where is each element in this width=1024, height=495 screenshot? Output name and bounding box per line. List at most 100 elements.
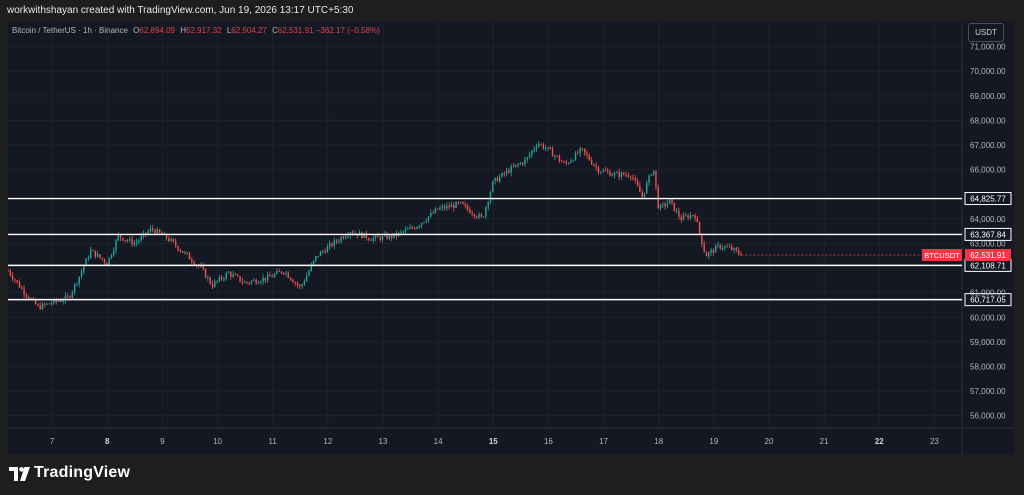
candle-body (453, 204, 455, 208)
candle-body (333, 240, 335, 247)
candle-body (563, 161, 565, 163)
candle-body (714, 245, 717, 253)
candle-body (363, 232, 365, 238)
candle-body (239, 276, 241, 282)
high-value: 62,917.32 (186, 26, 222, 35)
candle-body (312, 260, 315, 265)
candle-body (184, 252, 186, 254)
horizontal-levels[interactable]: 64,825.77 63,367.84 62,108.71 60,717.05 (8, 192, 1012, 307)
price-axis[interactable]: 71,000.00 70,000.00 69,000.00 68,000.00 67,0… (970, 43, 1006, 421)
candle-body (262, 277, 264, 282)
candlestick-chart[interactable]: 64,825.77 63,367.84 62,108.71 60,717.05 71,… (8, 22, 1014, 454)
candle-body (156, 229, 159, 234)
candle-body (556, 155, 558, 157)
footer-bar: TradingView (0, 455, 1024, 495)
candle-body (101, 257, 103, 260)
candle-body (505, 170, 508, 174)
symbol-title[interactable]: Bitcoin / TetherUS · 1h · Binance (12, 26, 128, 35)
candle-body (152, 228, 154, 230)
candle-body (577, 152, 579, 154)
candle-body (335, 240, 338, 242)
x-tick-label: 8 (105, 437, 110, 446)
x-tick-label: 15 (489, 437, 498, 446)
candle-body (92, 249, 94, 251)
attribution-text: workwithshayan created with TradingView.… (7, 5, 354, 16)
candle-body (172, 238, 175, 242)
chart-panel[interactable]: 64,825.77 63,367.84 62,108.71 60,717.05 71,… (8, 22, 1014, 454)
candle-body (170, 238, 172, 241)
candle-body (581, 148, 584, 150)
candle-body (446, 205, 448, 209)
candle-body (73, 284, 76, 292)
candle-body (652, 170, 655, 175)
candle-body (391, 234, 393, 238)
y-tick-label: 56,000.00 (970, 412, 1006, 421)
candle-body (685, 215, 687, 217)
candle-body (241, 281, 244, 283)
candle-body (586, 152, 588, 156)
candle-body (319, 251, 322, 257)
tradingview-logo-icon[interactable] (9, 467, 31, 481)
candle-body (466, 205, 469, 210)
candle-body (620, 172, 623, 177)
candle-body (402, 231, 404, 233)
candle-body (574, 152, 577, 161)
candle-body (570, 160, 572, 164)
candle-body (50, 303, 53, 305)
y-tick-label: 58,000.00 (970, 362, 1006, 371)
candle-body (37, 304, 39, 306)
candle-body (496, 177, 499, 182)
candle-body (666, 203, 669, 207)
x-tick-label: 22 (875, 437, 884, 446)
x-tick-label: 9 (160, 437, 165, 446)
candle-body (606, 170, 609, 172)
level-label: 62,108.71 (970, 261, 1006, 270)
candle-body (133, 243, 136, 245)
level-label-box (964, 192, 1012, 206)
level-label: 63,367.84 (970, 230, 1006, 239)
candle-body (177, 245, 179, 251)
candle-body (175, 241, 177, 246)
candle-body (650, 174, 653, 176)
time-axis[interactable]: 7 8 9 10 11 12 13 14 15 16 17 18 19 20 21 22 23 (50, 437, 940, 446)
candle-body (112, 250, 115, 256)
open-value: 62,894.09 (139, 26, 175, 35)
candle-body (728, 246, 731, 248)
candle-body (377, 235, 379, 237)
candle-body (145, 232, 147, 234)
currency-button[interactable]: USDT (968, 23, 1004, 42)
candle-body (204, 269, 207, 278)
candle-body (246, 281, 248, 283)
candle-body (501, 172, 503, 177)
candle-body (278, 270, 280, 272)
y-tick-label: 70,000.00 (970, 67, 1006, 76)
candle-body (671, 199, 673, 203)
candle-body (521, 162, 524, 165)
candle-body (9, 270, 12, 276)
candle-body (126, 240, 129, 242)
candle-body (271, 276, 273, 278)
y-tick-label: 66,000.00 (970, 166, 1006, 175)
candle-body (23, 288, 25, 295)
candle-body (237, 274, 239, 277)
y-tick-label: 68,000.00 (970, 116, 1006, 125)
candle-body (526, 157, 528, 160)
candle-body (372, 238, 375, 241)
candle-body (202, 265, 205, 270)
candle-body (740, 254, 742, 256)
candle-body (701, 233, 703, 245)
candle-body (301, 284, 303, 287)
candle-body (441, 206, 443, 208)
candle-body (193, 262, 195, 265)
candle-body (721, 248, 724, 250)
candle-body (76, 283, 78, 285)
y-tick-label: 71,000.00 (970, 43, 1006, 52)
candle-body (253, 279, 255, 281)
level-label-box (964, 293, 1012, 307)
candle-body (643, 193, 646, 197)
brand-name[interactable]: TradingView (34, 464, 131, 481)
candle-body (471, 212, 473, 215)
candle-body (411, 227, 414, 229)
symbol-header[interactable]: Bitcoin / TetherUS · 1h · Binance O62,89… (12, 26, 380, 35)
candle-body (413, 228, 416, 230)
